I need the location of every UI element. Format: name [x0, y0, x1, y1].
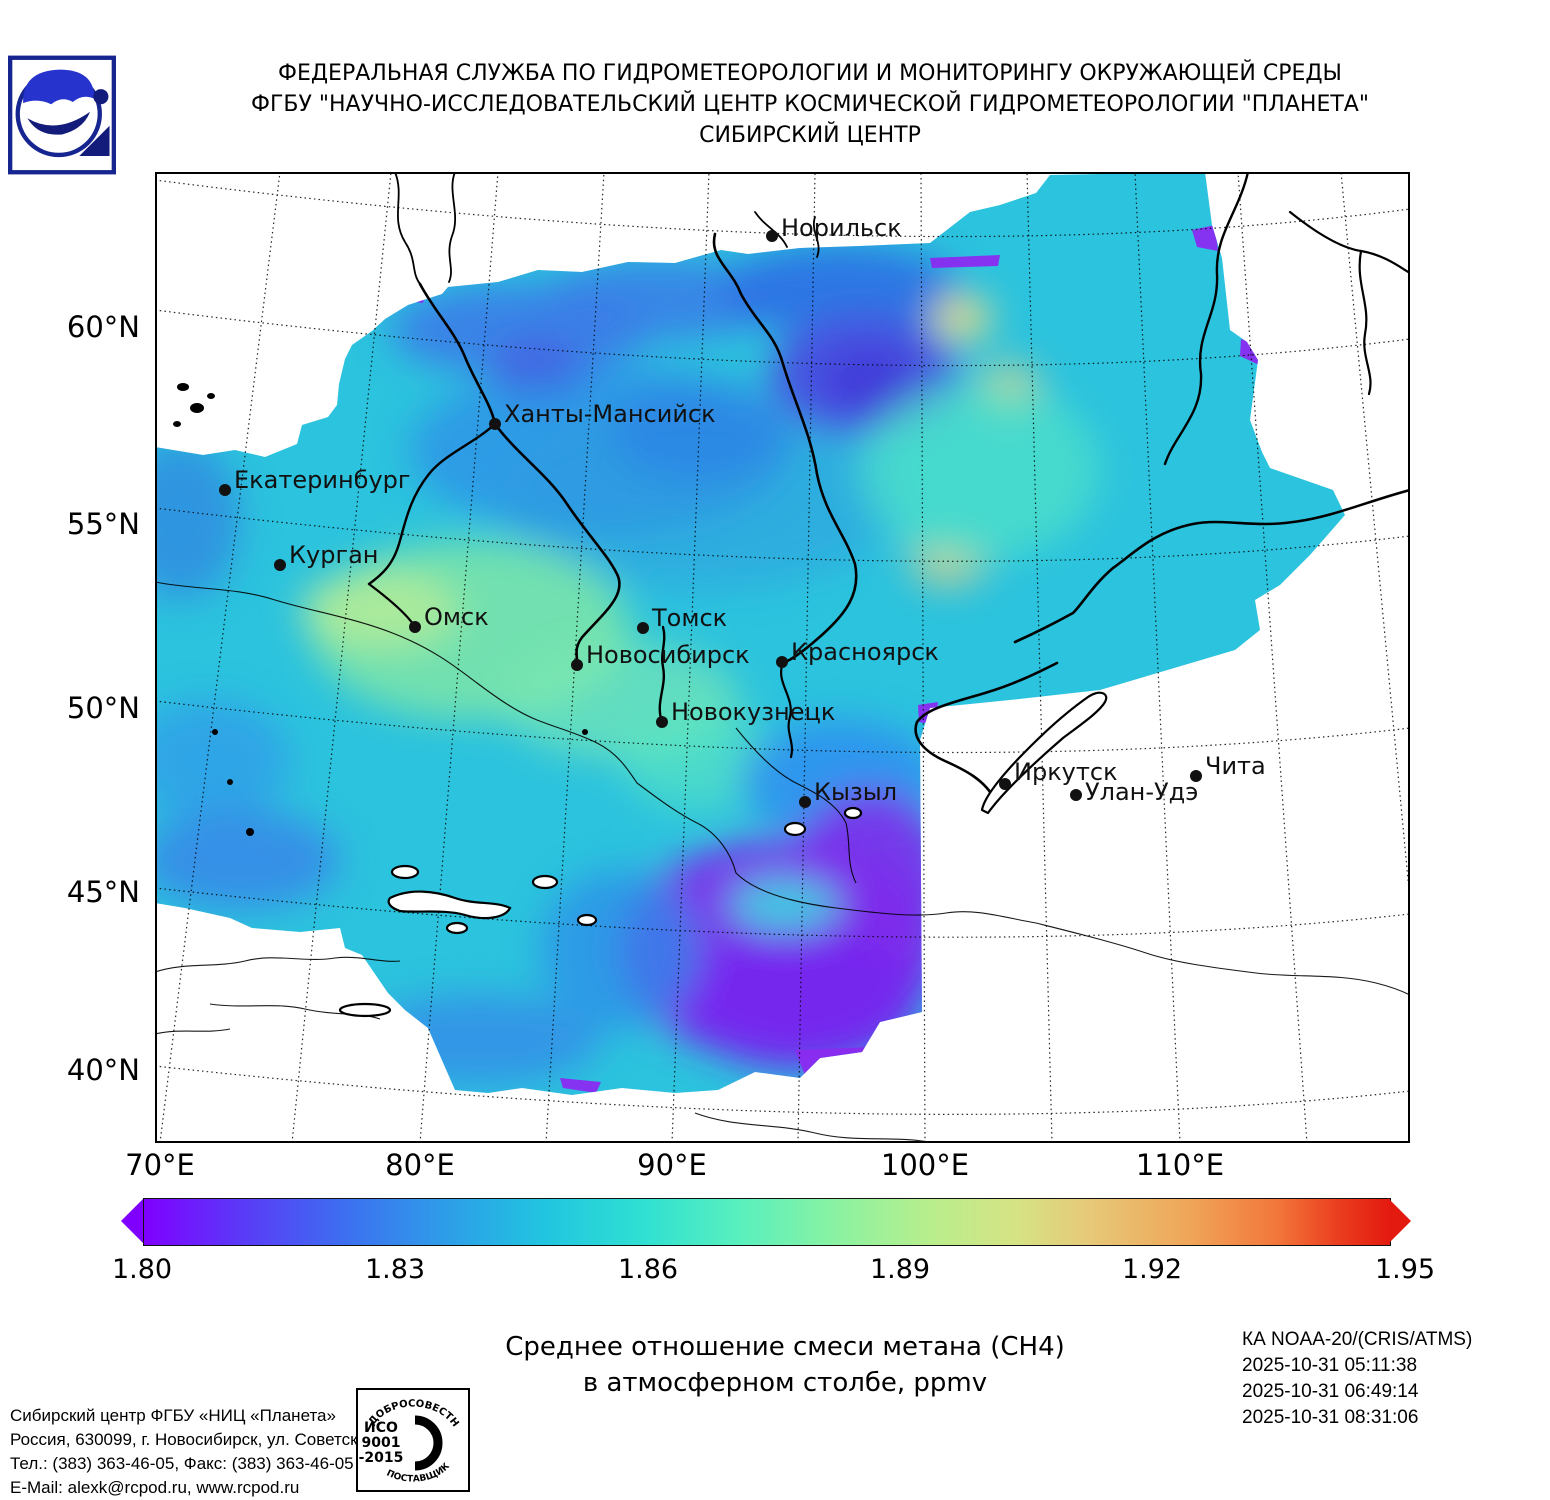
city-dot	[274, 559, 286, 571]
city-label: Кызыл	[814, 778, 897, 806]
city-dot	[637, 622, 649, 634]
lat-label-60n: 60°N	[66, 310, 140, 344]
colorbar-tick-180: 1.80	[111, 1254, 173, 1285]
satellite-dot-icon	[93, 89, 109, 105]
header-line-1: ФЕДЕРАЛЬНАЯ СЛУЖБА ПО ГИДРОМЕТЕОРОЛОГИИ …	[278, 61, 1342, 86]
header-line-2: ФГБУ "НАУЧНО-ИССЛЕДОВАТЕЛЬСКИЙ ЦЕНТР КОС…	[251, 92, 1369, 117]
city-dot	[409, 621, 421, 633]
country-borders	[155, 581, 1410, 1143]
corner-triangle-icon	[79, 125, 110, 157]
lon-label-100e: 100°E	[880, 1148, 970, 1182]
planeta-logo	[8, 55, 116, 175]
colorbar-tick-183: 1.83	[364, 1254, 426, 1285]
footer-address: Россия, 630099, г. Новосибирск, ул. Сове…	[10, 1430, 405, 1449]
colorbar-max-arrow-icon	[1388, 1198, 1411, 1244]
map-border	[155, 172, 1410, 1143]
globe-wave-icon	[27, 111, 91, 135]
city-dot	[1190, 770, 1202, 782]
colorbar-tick-189: 1.89	[869, 1254, 931, 1285]
footer-phone: Тел.: (383) 363-46-05, Факс: (383) 363-4…	[10, 1454, 354, 1473]
colorbar-min-arrow-icon	[121, 1198, 144, 1244]
lakes	[338, 806, 863, 1018]
lon-label-110e: 110°E	[1135, 1148, 1225, 1182]
city-label: Чита	[1205, 752, 1266, 780]
city-dot	[999, 778, 1011, 790]
colorbar-tick-192: 1.92	[1121, 1254, 1183, 1285]
city-label: Иркутск	[1014, 758, 1118, 786]
city-label: Новокузнецк	[671, 698, 835, 726]
caption-line-1: Среднее отношение смеси метана (CH4)	[505, 1332, 1065, 1362]
colorbar-tick-186: 1.86	[617, 1254, 679, 1285]
city-dot	[766, 230, 778, 242]
iso-line-2: 9001	[362, 1435, 401, 1451]
city-label: Новосибирск	[586, 641, 750, 669]
islands	[173, 383, 588, 836]
header-line-3: СИБИРСКИЙ ЦЕНТР	[699, 123, 921, 148]
satellite-platform: КА NOAA-20/(CRIS/ATMS)	[1242, 1329, 1473, 1350]
footer-email: E-Mail: alexk@rcpod.ru, www.rcpod.ru	[10, 1478, 300, 1497]
city-dot	[219, 484, 231, 496]
graticule	[155, 172, 1410, 1143]
methane-map[interactable]: Норильск Ханты-Мансийск Екатеринбург Кур…	[155, 172, 1410, 1143]
city-dot	[656, 716, 668, 728]
lon-label-70e: 70°E	[125, 1148, 195, 1182]
lon-label-90e: 90°E	[637, 1148, 707, 1182]
lat-label-55n: 55°N	[66, 507, 140, 541]
satellite-time-2: 2025-10-31 06:49:14	[1242, 1381, 1419, 1402]
city-dot	[571, 659, 583, 671]
city-dot	[489, 418, 501, 430]
city-label: Улан-Удэ	[1085, 778, 1198, 806]
iso-border	[356, 1388, 470, 1492]
satellite-time-3: 2025-10-31 08:31:06	[1242, 1407, 1419, 1428]
colorbar-tick-195: 1.95	[1374, 1254, 1436, 1285]
caption-line-2: в атмосферном столбе, ppmv	[582, 1368, 988, 1398]
city-label: Екатеринбург	[234, 466, 410, 494]
footer-org: Сибирский центр ФГБУ «НИЦ «Планета»	[10, 1406, 336, 1425]
lat-label-40n: 40°N	[66, 1053, 140, 1087]
iso-line-3: -2015	[359, 1450, 404, 1466]
globe-cloud-icon	[23, 69, 95, 105]
city-dot	[1070, 789, 1082, 801]
iso-line-1: ИСО	[364, 1420, 398, 1436]
city-label: Курган	[289, 541, 378, 569]
lat-label-50n: 50°N	[66, 691, 140, 725]
city-dot	[776, 656, 788, 668]
iso-9001-badge: ДОБРОСОВЕСТНЫЙ ИСО 9001 -2015 ПОСТАВЩИК	[355, 1387, 470, 1492]
colorbar-gradient	[143, 1198, 1391, 1246]
lon-label-80e: 80°E	[385, 1148, 455, 1182]
city-dot	[799, 796, 811, 808]
city-label: Томск	[651, 604, 727, 632]
city-label: Норильск	[781, 214, 902, 242]
city-label: Омск	[424, 603, 489, 631]
satellite-time-1: 2025-10-31 05:11:38	[1242, 1355, 1418, 1376]
iso-c-mark-icon	[414, 1415, 443, 1471]
city-label: Ханты-Мансийск	[504, 400, 716, 428]
colorbar	[121, 1198, 1411, 1246]
city-markers: Норильск Ханты-Мансийск Екатеринбург Кур…	[219, 214, 1266, 808]
city-label: Красноярск	[791, 638, 939, 666]
rivers	[367, 172, 1410, 815]
lat-label-45n: 45°N	[66, 875, 140, 909]
